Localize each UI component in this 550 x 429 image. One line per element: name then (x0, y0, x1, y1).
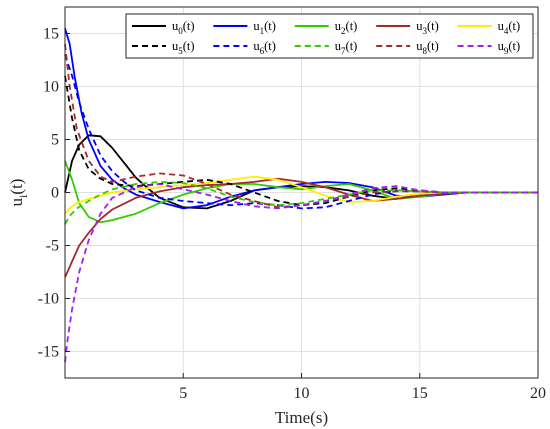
x-axis-label: Time(s) (275, 408, 328, 427)
y-axis-label: ui(t) (7, 179, 30, 207)
y-tick-label: -5 (46, 238, 59, 255)
y-tick-label: 15 (43, 26, 59, 43)
x-tick-label: 10 (294, 385, 310, 402)
legend-label: u2(t) (335, 19, 358, 36)
legend-label: u3(t) (416, 19, 439, 36)
legend-label: u4(t) (498, 19, 521, 36)
series-line-3 (64, 177, 538, 278)
series-line-5 (64, 75, 538, 207)
legend-label: u1(t) (253, 19, 276, 36)
y-tick-label: -15 (38, 344, 59, 361)
axis-ticks: 5 10 15 20 -15 -10 -5 0 5 10 15 (38, 26, 546, 403)
legend-label: u6(t) (253, 39, 276, 56)
legend-label: u0(t) (172, 19, 195, 36)
y-tick-label: 5 (51, 132, 59, 149)
legend-label: u7(t) (335, 39, 358, 56)
legend-box (125, 13, 534, 59)
y-axis-label-text: ui(t) (7, 179, 30, 207)
legend-label: u5(t) (172, 39, 195, 56)
legend: u0(t) u1(t) u2(t) u3(t) u4(t) u5(t) u6(t) u7(t)… (125, 13, 534, 59)
x-tick-label: 5 (179, 385, 187, 402)
y-tick-label: -10 (38, 291, 59, 308)
series-line-9 (64, 183, 538, 363)
series-line-8 (64, 44, 538, 209)
x-tick-label: 20 (530, 385, 546, 402)
legend-label: u8(t) (416, 39, 439, 56)
legend-label: u9(t) (498, 39, 521, 56)
y-tick-label: 10 (43, 79, 59, 96)
y-tick-label: 0 (51, 185, 59, 202)
series-lines (64, 27, 538, 363)
x-tick-label: 15 (412, 385, 428, 402)
